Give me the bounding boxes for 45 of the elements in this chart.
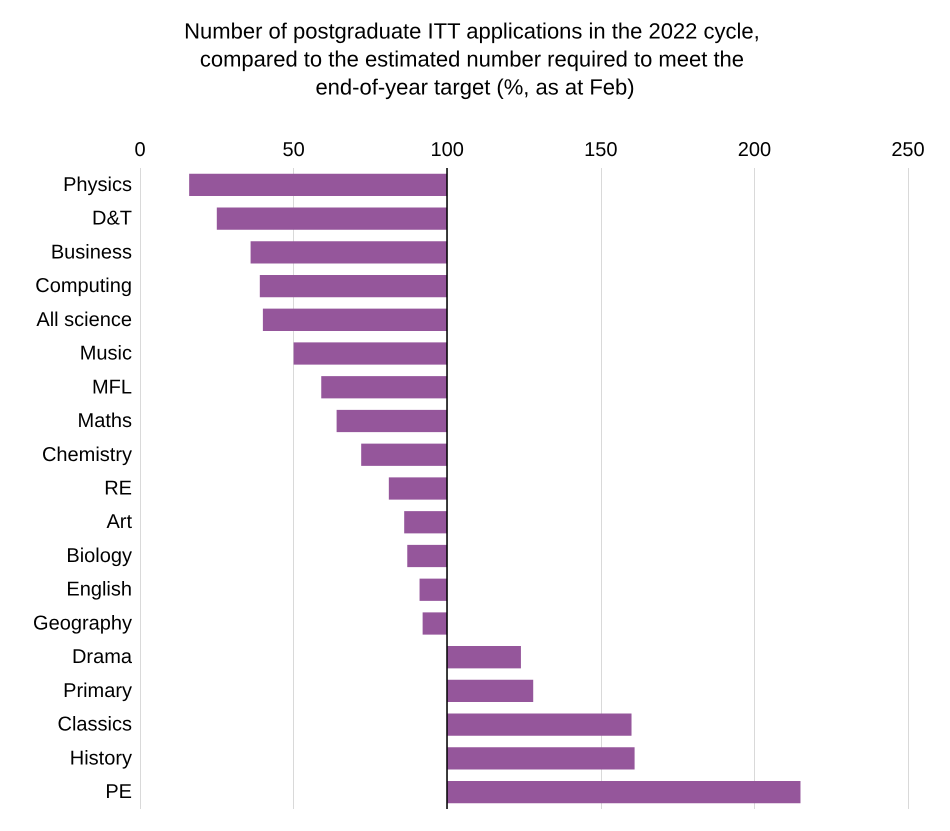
x-tick-label: 100 xyxy=(430,139,464,161)
bar xyxy=(262,308,448,331)
y-tick-label: History xyxy=(70,747,132,770)
bar xyxy=(361,444,448,466)
y-tick-label: Art xyxy=(106,511,132,534)
bar xyxy=(388,477,448,500)
bar xyxy=(250,241,448,264)
y-tick-label: PE xyxy=(105,781,132,804)
bar xyxy=(404,511,448,534)
y-tick-label: Business xyxy=(50,241,132,264)
y-tick-label: English xyxy=(66,578,132,601)
bar xyxy=(189,174,448,196)
y-tick-label: D&T xyxy=(92,208,132,230)
y-tick-label: All science xyxy=(36,308,132,331)
bar xyxy=(294,342,448,365)
bar xyxy=(447,747,635,770)
bar xyxy=(420,578,448,601)
y-tick-label: Classics xyxy=(58,714,132,736)
bar xyxy=(447,646,521,668)
bar xyxy=(216,207,448,230)
y-tick-label: Geography xyxy=(33,612,132,634)
bar xyxy=(407,544,448,568)
bar xyxy=(422,612,448,635)
y-tick-label: Primary xyxy=(63,680,132,702)
x-tick-label: 250 xyxy=(891,139,925,161)
y-tick-label: Computing xyxy=(35,275,132,298)
y-tick-label: Physics xyxy=(63,174,132,196)
x-tick-label: 0 xyxy=(134,139,146,161)
bar xyxy=(447,781,800,804)
y-tick-label: Music xyxy=(80,342,132,365)
chart-title: Number of postgraduate ITT applications in the 2022 cycle, compared to the estimated number required to meet the end-of-year target (%, as at Feb) xyxy=(184,18,766,100)
y-tick-label: Maths xyxy=(78,410,132,432)
y-tick-label: Chemistry xyxy=(42,444,132,466)
x-tick-label: 200 xyxy=(738,139,772,161)
bar xyxy=(260,274,448,298)
bar xyxy=(447,680,534,702)
y-tick-label: Biology xyxy=(66,544,132,567)
x-tick-label: 150 xyxy=(584,139,618,161)
x-tick-label: 50 xyxy=(282,139,305,161)
bar xyxy=(447,714,632,736)
bar xyxy=(321,376,448,398)
y-tick-label: MFL xyxy=(92,376,132,398)
y-tick-label: RE xyxy=(104,478,132,500)
bar xyxy=(336,410,448,432)
y-tick-label: Drama xyxy=(72,646,133,668)
